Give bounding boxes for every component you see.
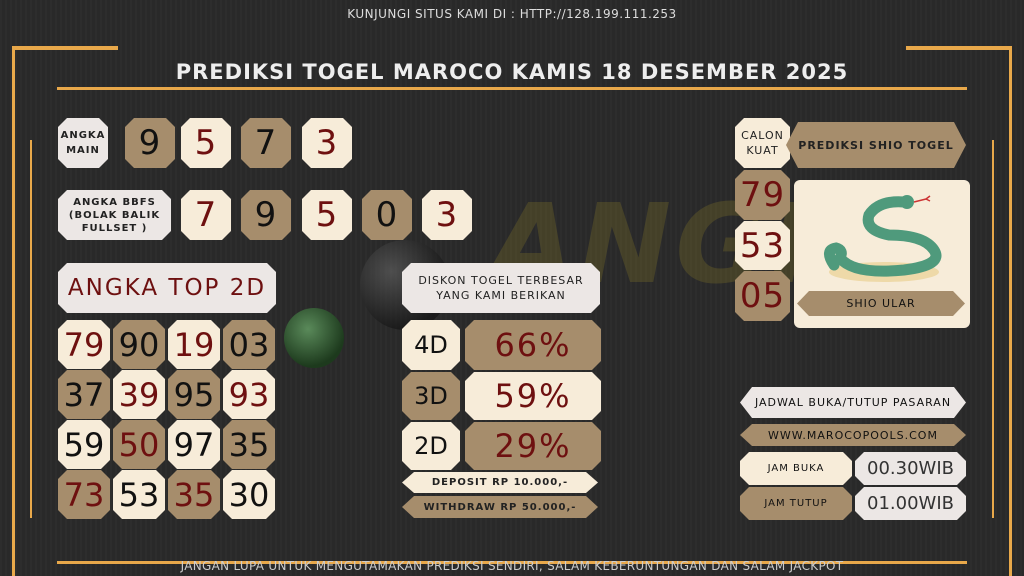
top2d-number: 30: [223, 470, 275, 519]
page-title: PREDIKSI TOGEL MAROCO KAMIS 18 DESEMBER …: [175, 60, 849, 84]
bbfs-digit: 9: [241, 190, 291, 240]
calon-kuat-label: CALON KUAT: [735, 118, 790, 168]
shio-name: SHIO ULAR: [797, 291, 965, 316]
diskon-type: 4D: [402, 320, 460, 370]
angka-main-digit: 9: [125, 118, 175, 168]
top2d-number: 59: [58, 420, 110, 469]
jam-tutup-label: JAM TUTUP: [740, 487, 852, 520]
frame-line: [12, 46, 118, 50]
jam-buka-label: JAM BUKA: [740, 452, 852, 485]
angka-main-label: ANGKA MAIN: [58, 118, 108, 168]
top2d-number: 35: [223, 420, 275, 469]
diskon-type: 2D: [402, 422, 460, 470]
top2d-number: 03: [223, 320, 275, 369]
top2d-number: 97: [168, 420, 220, 469]
withdraw-info: WITHDRAW RP 50.000,-: [402, 496, 598, 518]
diskon-value: 29%: [465, 422, 601, 470]
top2d-number: 90: [113, 320, 165, 369]
bbfs-digit: 5: [302, 190, 352, 240]
bbfs-digit: 3: [422, 190, 472, 240]
top2d-number: 19: [168, 320, 220, 369]
snake-icon: [824, 195, 942, 282]
frame-line: [57, 87, 967, 90]
frame-line: [57, 561, 967, 564]
shio-number: 05: [735, 271, 790, 321]
angka-main-digit: 7: [241, 118, 291, 168]
website-link[interactable]: WWW.MAROCOPOOLS.COM: [740, 424, 966, 446]
frame-line: [12, 46, 15, 576]
top2d-number: 95: [168, 370, 220, 419]
top2d-number: 37: [58, 370, 110, 419]
billiard-ball-6-decoration: [284, 308, 344, 368]
bbfs-digit: 7: [181, 190, 231, 240]
bbfs-label: ANGKA BBFS (BOLAK BALIK FULLSET ): [58, 190, 171, 240]
shio-number: 53: [735, 221, 790, 270]
bbfs-digit: 0: [362, 190, 412, 240]
jam-buka-value: 00.30WIB: [855, 452, 966, 485]
top2d-number: 53: [113, 470, 165, 519]
jam-tutup-value: 01.00WIB: [855, 487, 966, 520]
top2d-number: 50: [113, 420, 165, 469]
top2d-label: ANGKA TOP 2D: [58, 263, 276, 313]
frame-line: [992, 140, 994, 518]
deposit-info: DEPOSIT RP 10.000,-: [402, 472, 598, 493]
top2d-number: 73: [58, 470, 110, 519]
diskon-label: DISKON TOGEL TERBESAR YANG KAMI BERIKAN: [402, 263, 600, 313]
prediksi-shio-title: PREDIKSI SHIO TOGEL: [786, 122, 966, 168]
top2d-number: 35: [168, 470, 220, 519]
diskon-value: 59%: [465, 372, 601, 420]
top2d-number: 93: [223, 370, 275, 419]
frame-line: [1009, 46, 1012, 576]
angka-main-digit: 3: [302, 118, 352, 168]
shio-number: 79: [735, 170, 790, 220]
top2d-number: 39: [113, 370, 165, 419]
footer-text: JANGAN LUPA UNTUK MENGUTAMAKAN PREDIKSI …: [180, 559, 844, 573]
site-link-text[interactable]: KUNJUNGI SITUS KAMI DI : HTTP://128.199.…: [347, 7, 677, 21]
jadwal-title: JADWAL BUKA/TUTUP PASARAN: [740, 387, 966, 418]
diskon-type: 3D: [402, 372, 460, 420]
angka-main-digit: 5: [181, 118, 231, 168]
frame-line: [906, 46, 1012, 50]
top2d-number: 79: [58, 320, 110, 369]
diskon-value: 66%: [465, 320, 601, 370]
frame-line: [30, 140, 32, 518]
